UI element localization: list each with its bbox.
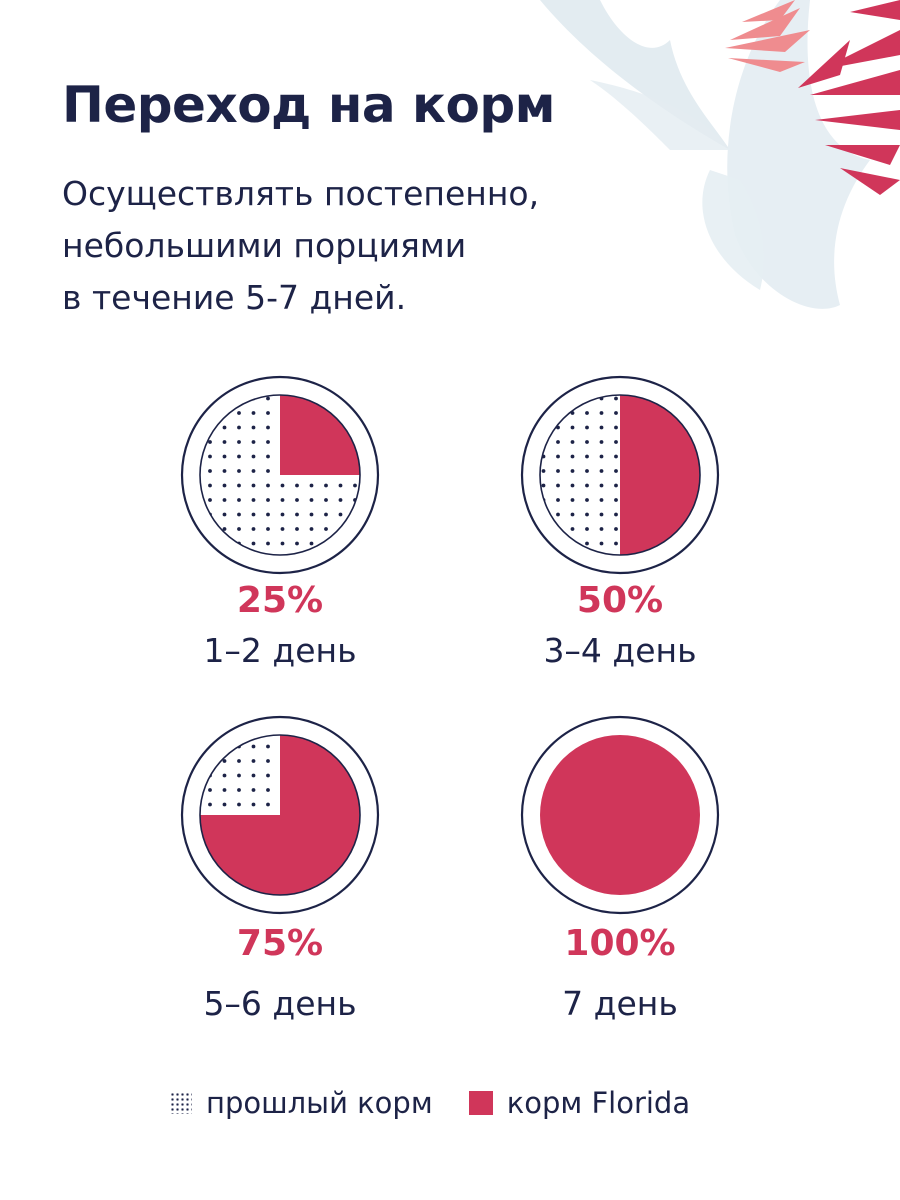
pie-1-days-label: 1–2 день (203, 631, 356, 670)
solid-swatch-icon (468, 1091, 493, 1115)
pie-3-outer-ring (180, 715, 380, 915)
subtitle-line-1: Осуществлять постепенно, (62, 174, 540, 213)
leaf-light-large (702, 0, 870, 309)
pie-4-days-label: 7 день (562, 984, 678, 1023)
pie-1-outer-ring (180, 375, 380, 575)
page-title: Переход на корм (62, 76, 556, 134)
pie-2-days-label: 3–4 день (543, 631, 696, 670)
pie-4-slice-florida (540, 735, 700, 895)
pie-4-outer-ring (520, 715, 720, 915)
chart-legend: прошлый корм корм Florida (170, 1086, 726, 1120)
pie-3-slice-previous (200, 735, 280, 815)
pie-2-percent-label: 50% (577, 580, 663, 621)
pie-4-percent-label: 100% (564, 923, 675, 964)
legend-item-previous: прошлый корм (170, 1086, 433, 1120)
pie-3-slice-florida (200, 735, 360, 895)
tropical-leaves-decoration (540, 0, 900, 309)
legend-item-florida: корм Florida (468, 1086, 691, 1120)
pie-2-slice-florida (620, 395, 700, 555)
pie-3-percent-label: 75% (237, 923, 323, 964)
pie-1-slice-florida (280, 395, 360, 475)
subtitle-line-2: небольшими порциями (62, 226, 467, 265)
subtitle-line-3: в течение 5-7 дней. (62, 278, 407, 317)
pie-3-days-label: 5–6 день (203, 984, 356, 1023)
leaf-pink-light (725, 0, 810, 72)
legend-label-previous: прошлый корм (206, 1086, 433, 1120)
pie-2-inner-outline (539, 394, 701, 556)
pie-1-percent-label: 25% (237, 580, 323, 621)
legend-label-florida: корм Florida (506, 1086, 691, 1120)
subtitle: Осуществлять постепенно, небольшими порц… (62, 168, 539, 324)
pie-1-inner-outline (199, 394, 361, 556)
leaf-pink-red (798, 0, 900, 195)
pie-2-outer-ring (520, 375, 720, 575)
leaf-light-left (540, 0, 730, 150)
dotted-swatch-icon (170, 1092, 192, 1114)
pie-3-inner-outline (199, 734, 361, 896)
pie-2-slice-previous (540, 395, 620, 555)
